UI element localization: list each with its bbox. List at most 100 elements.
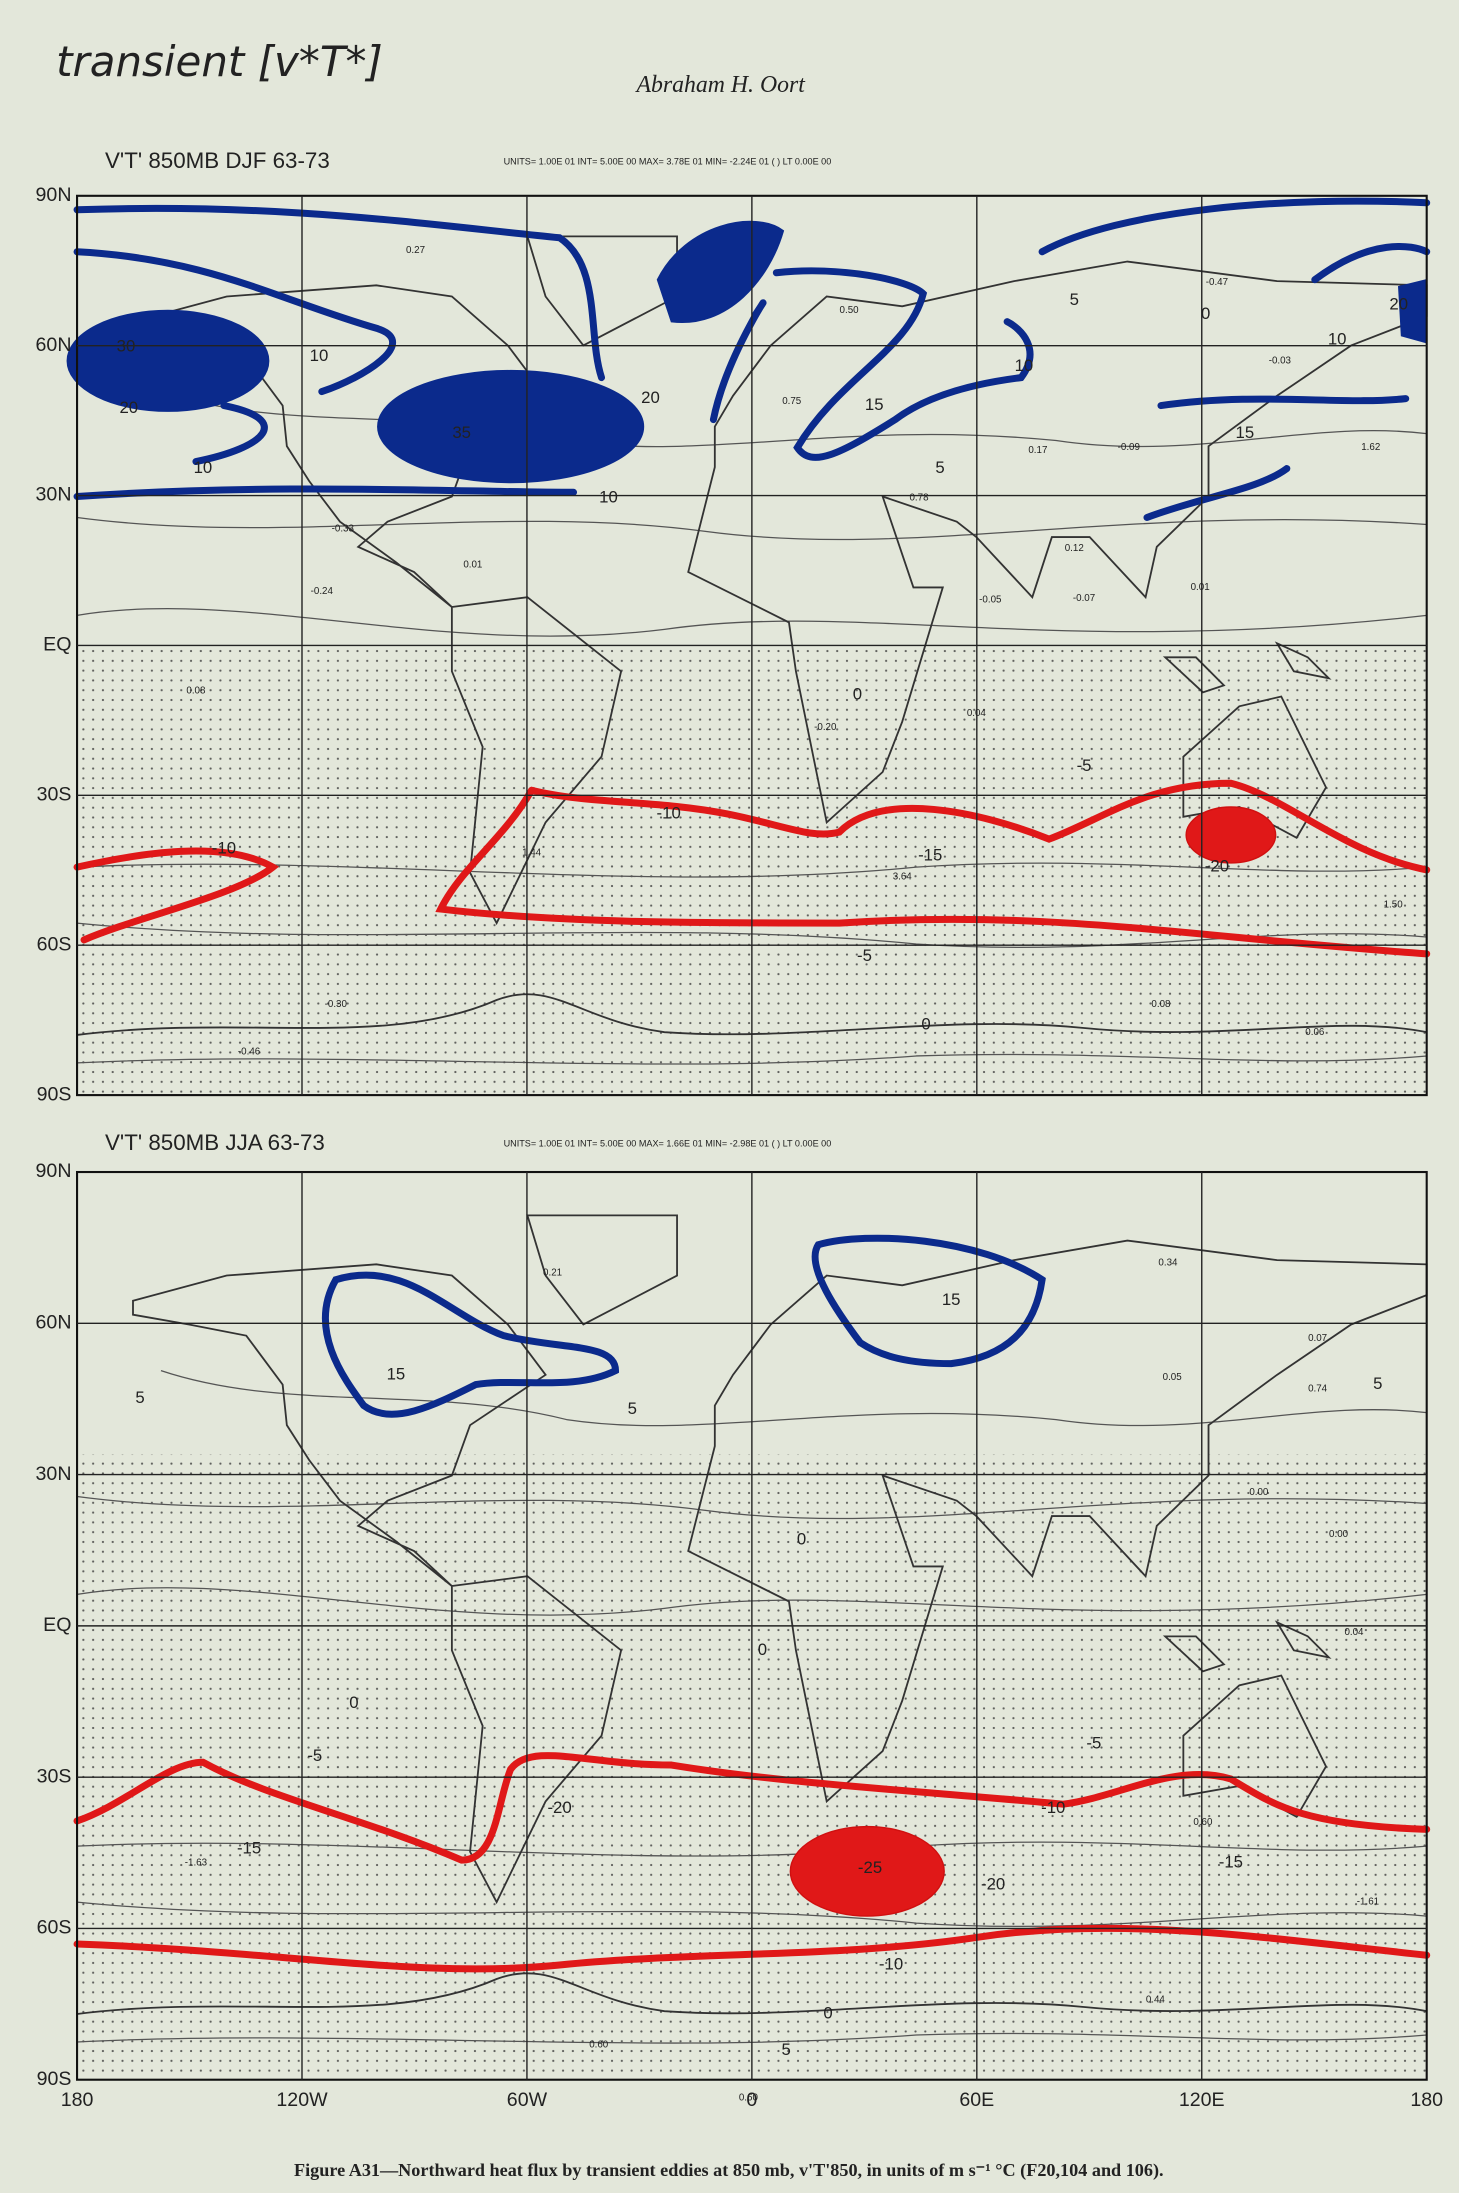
contour-labels: 15 15 5 5 5 0 0 0 -5 -5 -15 -15 -20 -25 -20 -10 -10 0 5 0.2…: [135, 1258, 1382, 2104]
contour-label: -5: [1077, 756, 1092, 775]
contour-label: 0.00: [1329, 1529, 1349, 1540]
contour-label: 5: [1070, 290, 1079, 309]
contour-label: -0.46: [238, 1046, 261, 1057]
blue-contour: [322, 1271, 620, 1418]
contour-label: 0.00: [1249, 1487, 1269, 1498]
contour-label: -25: [858, 1858, 882, 1877]
contour-label: 0.34: [1158, 1258, 1178, 1269]
panel-djf: V'T' 850MB DJF 63-73 UNITS= 1.00E 01 INT…: [36, 148, 1431, 1105]
contour-label: 20: [641, 388, 660, 407]
lon-label: 180: [61, 2089, 94, 2111]
contour-label: 0.08: [1151, 999, 1171, 1010]
lon-label: 60E: [959, 2089, 994, 2111]
contour-label: -20: [981, 1875, 1005, 1894]
contour-label: 0.60: [739, 2092, 759, 2103]
lat-label: 60S: [37, 933, 72, 955]
contour-label: -5: [857, 946, 872, 965]
contour-label: -0.05: [979, 595, 1002, 606]
lat-label: 60N: [36, 334, 72, 356]
contour-label: 0.04: [967, 708, 987, 719]
contour-label: 0.78: [909, 492, 929, 503]
blue-contour: [811, 1234, 1046, 1368]
contour-label: -15: [237, 1838, 261, 1857]
contour-label: 20: [119, 398, 138, 417]
contour-label: -10: [879, 1954, 903, 1973]
contour-label: -15: [1219, 1852, 1243, 1871]
contour-label: 0: [853, 685, 862, 704]
contour-label: 0.60: [1193, 1817, 1213, 1828]
contour-label: 0.60: [589, 2039, 609, 2050]
lat-label: 90N: [36, 1160, 72, 1182]
contour-label: 15: [942, 1290, 961, 1309]
contour-label: 0.04: [1344, 1627, 1364, 1638]
contour-label: -0.09: [1118, 442, 1140, 453]
lat-label: 90N: [36, 184, 72, 206]
contour-label: 15: [387, 1364, 406, 1383]
lon-labels: 180 120W 60W 0 60E 120E 180: [61, 2089, 1443, 2111]
lon-label: 120E: [1179, 2089, 1225, 2111]
contour-label: 0.01: [1191, 582, 1210, 593]
contour-label: 0: [758, 1640, 767, 1659]
blue-contour: [73, 204, 606, 500]
lat-label: 30S: [37, 1765, 72, 1787]
contour-label: -0.20: [814, 722, 837, 733]
contour-labels: 30 20 10 10 35 20 10 0.27 5 0 -0.47 20 10 10 15 5 15 -15 -…: [117, 245, 1408, 1057]
panel-title: V'T' 850MB JJA 63-73: [105, 1130, 325, 1155]
lat-label: 60S: [37, 1917, 72, 1939]
contour-label: 3.64: [893, 872, 913, 883]
contour-label: 0.21: [543, 1267, 562, 1278]
contour-label: 10: [1328, 329, 1347, 348]
contour-label: -20: [547, 1798, 571, 1817]
lat-label: 90S: [37, 1083, 72, 1105]
panel-info: UNITS= 1.00E 01 INT= 5.00E 00 MAX= 3.78E…: [504, 157, 832, 167]
contour-label: 35: [452, 423, 471, 442]
gridlines: 90N 60N 30N EQ 30S 60S 90S: [36, 1160, 1427, 2090]
contour-label: -0.47: [1206, 277, 1228, 288]
contour-label: -1.63: [185, 1858, 208, 1869]
lon-label: 180: [1410, 2089, 1443, 2111]
lat-label: 60N: [36, 1311, 72, 1333]
contour-label: 0: [349, 1693, 358, 1712]
contour-label: 0.74: [1308, 1383, 1328, 1394]
gridlines: 90N 60N 30N EQ 30S 60S 90S: [36, 184, 1427, 1105]
contour-label: 0: [823, 2003, 832, 2022]
contour-label: 30: [117, 336, 136, 355]
contour-label: 1.62: [1361, 442, 1380, 453]
lat-label: 30N: [36, 1463, 72, 1485]
contour-label: -15: [918, 845, 942, 864]
lat-label: 30N: [36, 484, 72, 506]
contour-label: 20: [1389, 294, 1408, 313]
lon-label: 0: [746, 2089, 757, 2111]
contour-label: 0.27: [406, 245, 425, 256]
contour-label: 10: [194, 458, 213, 477]
lat-label: 30S: [37, 784, 72, 806]
contour-label: 0.44: [1146, 1995, 1166, 2006]
caption: Figure A31—Northward heat flux by transi…: [294, 2160, 1164, 2181]
contour-label: 0.01: [463, 560, 482, 571]
red-region: [1185, 806, 1277, 864]
contour-label: -10: [1041, 1798, 1065, 1817]
red-region: [789, 1825, 945, 1917]
panel-jja: V'T' 850MB JJA 63-73 UNITS= 1.00E 01 INT…: [36, 1130, 1431, 2104]
contour-label: 0: [1201, 304, 1210, 323]
contour-label: -0.07: [1073, 593, 1095, 604]
contour-label: -10: [212, 838, 236, 857]
contour-label: 0.12: [1065, 543, 1084, 554]
contour-label: 5: [1373, 1374, 1382, 1393]
contour-label: 0.06: [1305, 1027, 1325, 1038]
contour-label: 5: [135, 1388, 144, 1407]
contour-label: 0: [797, 1529, 806, 1548]
contour-label: -10: [657, 803, 681, 822]
red-contour: [73, 1752, 1431, 1973]
contour-label: -5: [1086, 1733, 1101, 1752]
contour-label: 5: [781, 2040, 790, 2059]
contour-label: 5: [935, 458, 944, 477]
panel-title: V'T' 850MB DJF 63-73: [105, 148, 330, 173]
contour-label: 0.17: [1028, 445, 1047, 456]
blue-contour: [709, 197, 1431, 521]
contour-label: 0.75: [782, 396, 802, 407]
lat-label: EQ: [43, 1614, 71, 1636]
contour-label: -1.61: [1357, 1897, 1379, 1908]
